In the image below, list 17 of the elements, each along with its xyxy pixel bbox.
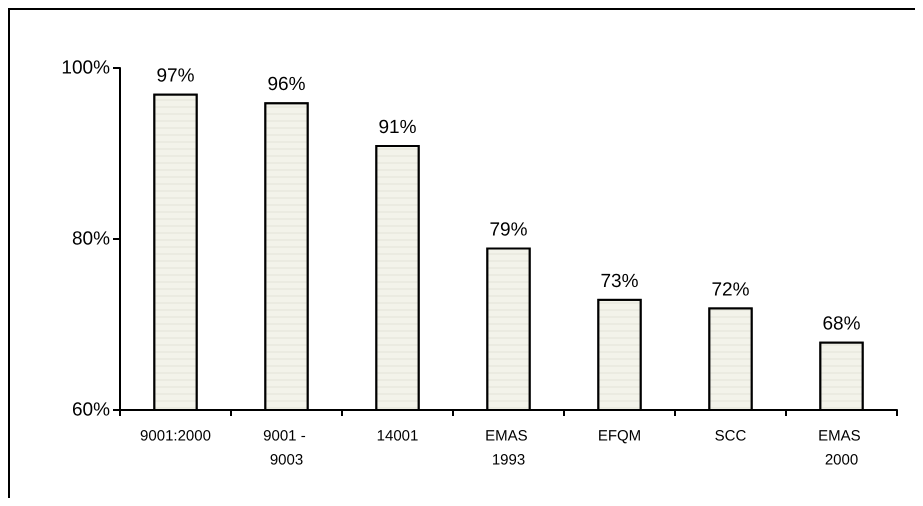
data-label: 72% <box>711 279 750 300</box>
data-label: 73% <box>600 270 639 292</box>
x-tick-label: 9001:2000 <box>140 428 211 444</box>
data-label: 97% <box>156 66 195 87</box>
data-label: 79% <box>489 220 528 241</box>
x-tick-label: 9001 - 9003 <box>263 428 310 468</box>
y-tick-label: 100% <box>61 58 110 78</box>
y-tick-label: 80% <box>72 228 110 250</box>
data-label: 91% <box>378 116 417 138</box>
x-tick-label: SCC <box>714 428 746 444</box>
y-tick-label: 60% <box>72 400 110 420</box>
data-label: 68% <box>822 314 861 335</box>
x-tick-label: 14001 <box>376 428 418 444</box>
data-label: 96% <box>267 74 306 96</box>
x-tick-label: EMAS 2000 <box>818 428 865 468</box>
x-tick-label: EMAS 1993 <box>485 428 532 468</box>
x-tick-label: EFQM <box>598 428 642 444</box>
